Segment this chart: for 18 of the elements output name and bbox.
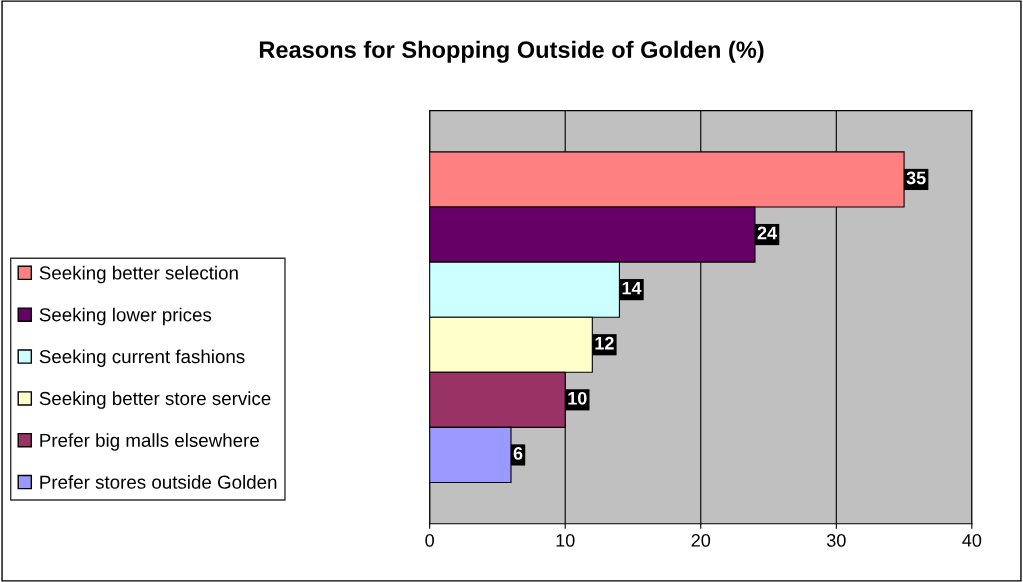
legend-label: Seeking current fashions [39,349,245,367]
legend-label: Seeking better store service [39,391,271,409]
x-tick-label: 0 [425,534,434,547]
chart-title: Reasons for Shopping Outside of Golden (%) [259,40,764,63]
x-tick-label: 20 [691,534,711,547]
data-label: 24 [757,226,777,240]
data-label: 6 [513,446,523,460]
legend-label: Prefer stores outside Golden [40,475,277,489]
legend-label: Seeking lower prices [39,307,212,326]
data-label: 10 [568,391,587,405]
data-label: 35 [906,171,926,185]
legend-label: Prefer big malls elsewhere [40,433,259,451]
x-tick-label: 10 [556,534,575,547]
x-tick-label: 40 [962,534,982,547]
data-label: 14 [622,281,642,295]
data-label: 12 [595,336,614,350]
legend-label: Seeking better selection [39,265,238,284]
x-tick-label: 30 [826,534,846,547]
